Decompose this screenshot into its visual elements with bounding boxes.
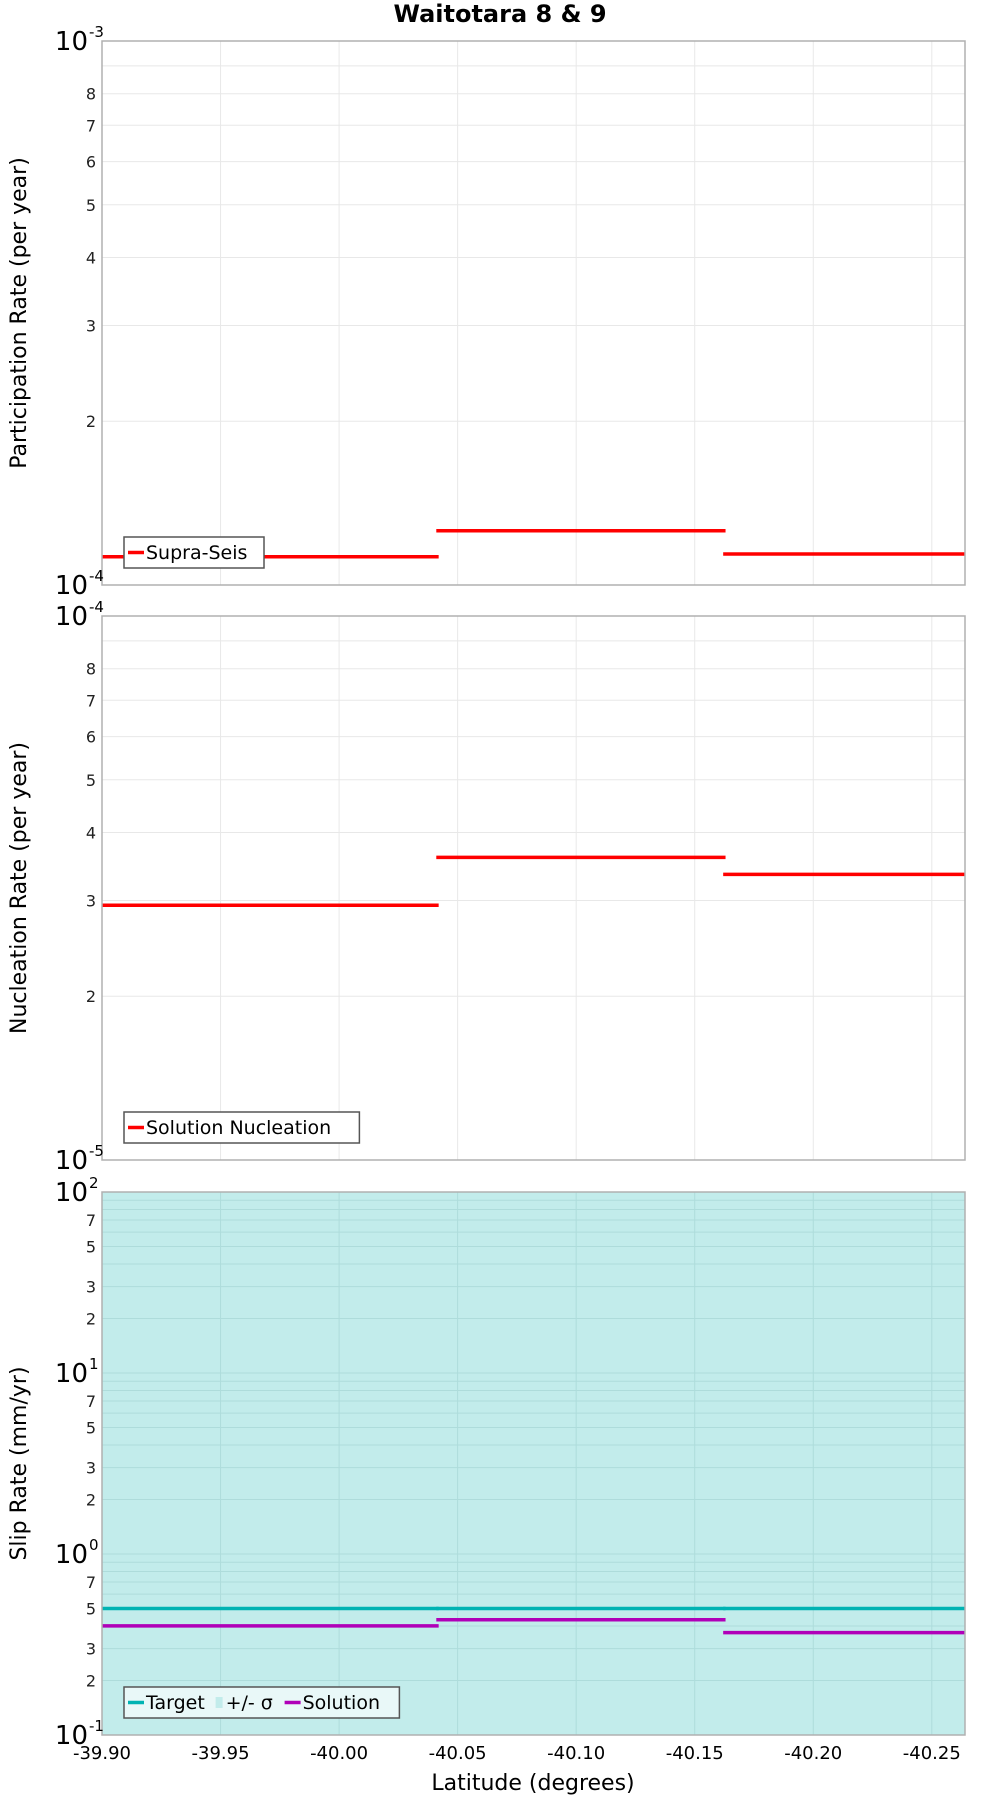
y-tick-major-label: 10 bbox=[55, 571, 88, 601]
y-tick-minor-label: 7 bbox=[86, 1573, 96, 1592]
y-tick-minor-label: 4 bbox=[86, 248, 96, 267]
x-tick-label: -40.20 bbox=[784, 1743, 842, 1764]
x-tick-label: -40.15 bbox=[666, 1743, 724, 1764]
y-tick-minor-label: 6 bbox=[86, 153, 96, 172]
y-tick-exponent: -4 bbox=[89, 567, 104, 585]
y-tick-major-label: 10 bbox=[55, 1146, 88, 1176]
y-tick-minor-label: 3 bbox=[86, 891, 96, 910]
y-tick-minor-label: 7 bbox=[86, 116, 96, 135]
x-tick-label: -39.90 bbox=[73, 1743, 131, 1764]
legend-label-supra-seis: Supra-Seis bbox=[146, 542, 247, 564]
plot-frame bbox=[101, 615, 966, 1161]
y-tick-major-label: 10 bbox=[55, 1540, 88, 1570]
x-tick-label: -40.00 bbox=[310, 1743, 368, 1764]
y-tick-minor-label: 2 bbox=[86, 412, 96, 431]
legend-label-target: Target bbox=[145, 1692, 205, 1714]
y-tick-minor-label: 5 bbox=[86, 196, 96, 215]
y-tick-minor-label: 6 bbox=[86, 728, 96, 747]
y-tick-minor-label: 5 bbox=[86, 1599, 96, 1618]
y-tick-minor-label: 3 bbox=[86, 316, 96, 335]
y-tick-minor-label: 4 bbox=[86, 823, 96, 842]
y-tick-minor-label: 5 bbox=[86, 1418, 96, 1437]
x-tick-label: -40.10 bbox=[547, 1743, 605, 1764]
y-tick-exponent: -4 bbox=[89, 598, 104, 616]
y-tick-major-label: 10 bbox=[55, 602, 88, 632]
legend-box bbox=[123, 536, 265, 569]
x-tick-label: -39.95 bbox=[192, 1743, 250, 1764]
x-tick-label: -40.05 bbox=[429, 1743, 487, 1764]
y-tick-exponent: 2 bbox=[89, 1174, 99, 1192]
y-tick-minor-label: 8 bbox=[86, 660, 96, 679]
y-tick-minor-label: 2 bbox=[86, 1310, 96, 1329]
y-tick-minor-label: 8 bbox=[86, 85, 96, 104]
legend-box bbox=[123, 1686, 401, 1719]
y-axis-label: Participation Rate (per year) bbox=[7, 157, 32, 469]
y-tick-exponent: 0 bbox=[89, 1536, 99, 1554]
legend-label-sigma: +/- σ bbox=[226, 1692, 273, 1714]
plot-area bbox=[102, 616, 965, 1160]
y-tick-exponent: -1 bbox=[89, 1717, 104, 1735]
plot-frame bbox=[101, 40, 966, 586]
legend-swatch-sigma bbox=[215, 1697, 223, 1708]
y-tick-major-label: 10 bbox=[55, 27, 88, 57]
y-tick-major-label: 10 bbox=[55, 1721, 88, 1751]
x-axis-label: Latitude (degrees) bbox=[431, 1771, 634, 1796]
y-tick-exponent: 1 bbox=[89, 1355, 99, 1373]
y-tick-minor-label: 3 bbox=[86, 1640, 96, 1659]
plot-frame bbox=[101, 1191, 966, 1736]
legend-label-solution: Solution bbox=[303, 1692, 380, 1714]
y-tick-major-label: 10 bbox=[55, 1359, 88, 1389]
y-axis-label: Slip Rate (mm/yr) bbox=[7, 1366, 32, 1560]
legend-label-solution-nucleation: Solution Nucleation bbox=[146, 1117, 331, 1139]
y-tick-minor-label: 7 bbox=[86, 691, 96, 710]
y-tick-minor-label: 3 bbox=[86, 1278, 96, 1297]
y-tick-minor-label: 2 bbox=[86, 1491, 96, 1510]
y-tick-minor-label: 5 bbox=[86, 1237, 96, 1256]
y-tick-minor-label: 2 bbox=[86, 987, 96, 1006]
y-tick-exponent: -5 bbox=[89, 1142, 104, 1160]
y-tick-minor-label: 2 bbox=[86, 1672, 96, 1691]
y-tick-major-label: 10 bbox=[55, 1178, 88, 1208]
legend-box bbox=[123, 1111, 361, 1144]
y-tick-minor-label: 7 bbox=[86, 1392, 96, 1411]
y-tick-minor-label: 7 bbox=[86, 1211, 96, 1230]
sigma-band bbox=[102, 1192, 965, 1735]
plot-area bbox=[102, 41, 965, 585]
y-axis-label: Nucleation Rate (per year) bbox=[7, 742, 32, 1034]
x-tick-label: -40.25 bbox=[903, 1743, 961, 1764]
chart-title: Waitotara 8 & 9 bbox=[393, 0, 606, 28]
y-tick-minor-label: 5 bbox=[86, 771, 96, 790]
y-tick-minor-label: 3 bbox=[86, 1459, 96, 1478]
y-tick-exponent: -3 bbox=[89, 23, 104, 41]
